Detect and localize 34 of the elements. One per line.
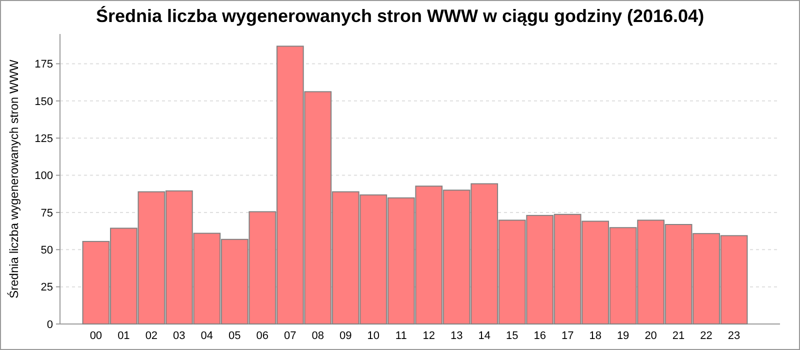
x-tick-label: 06 xyxy=(256,330,269,342)
y-tick-label: 150 xyxy=(34,96,53,108)
x-tick-label: 03 xyxy=(173,330,186,342)
x-tick-label: 18 xyxy=(589,330,602,342)
x-tick-label: 00 xyxy=(90,330,102,342)
x-tick-label: 11 xyxy=(395,330,407,342)
y-tick-label: 25 xyxy=(40,282,53,294)
x-tick-label: 04 xyxy=(200,330,214,342)
x-tick-label: 10 xyxy=(367,330,380,342)
x-tick-label: 07 xyxy=(284,330,296,342)
x-tick-label: 12 xyxy=(422,330,435,342)
x-tick-label: 19 xyxy=(616,330,630,342)
x-tick-label: 22 xyxy=(700,330,712,342)
y-tick-label: 125 xyxy=(34,132,53,145)
x-tick-label: 23 xyxy=(728,330,740,342)
x-tick-label: 09 xyxy=(340,330,352,342)
y-tick-label: 50 xyxy=(40,244,53,256)
x-tick-label: 17 xyxy=(561,330,574,342)
x-tick-label: 16 xyxy=(534,330,546,342)
x-tick-label: 14 xyxy=(478,330,490,342)
x-tick-label: 08 xyxy=(312,330,324,342)
x-tick-label: 02 xyxy=(145,330,158,342)
x-tick-label: 01 xyxy=(118,330,130,342)
x-tick-label: 21 xyxy=(672,330,685,342)
y-axis-title: Średnia liczba wygenerowanych stron WWW xyxy=(7,58,21,298)
y-tick-label: 75 xyxy=(40,207,53,220)
x-tick-label: 13 xyxy=(450,330,463,342)
x-tick-label: 05 xyxy=(228,330,241,342)
x-tick-label: 20 xyxy=(644,330,657,342)
x-tick-label: 15 xyxy=(506,330,518,342)
y-tick-label: 0 xyxy=(46,318,53,331)
y-tick-label: 175 xyxy=(34,58,53,71)
chart-title: Średnia liczba wygenerowanych stron WWW w ciągu godziny (2016.04) xyxy=(96,6,704,26)
y-tick-label: 100 xyxy=(34,170,53,182)
